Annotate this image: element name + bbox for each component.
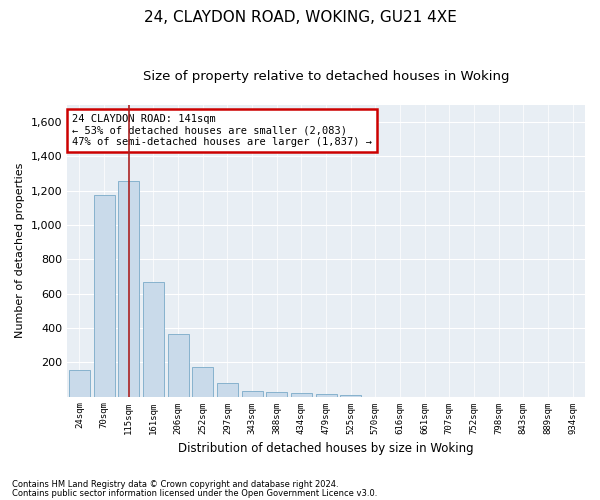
Bar xyxy=(242,392,263,396)
Bar xyxy=(291,393,312,396)
Text: Contains HM Land Registry data © Crown copyright and database right 2024.: Contains HM Land Registry data © Crown c… xyxy=(12,480,338,489)
Bar xyxy=(94,195,115,396)
Bar xyxy=(69,370,90,396)
Bar xyxy=(340,395,361,396)
Bar xyxy=(143,282,164,397)
Bar xyxy=(192,368,213,396)
Bar xyxy=(266,392,287,396)
Text: Contains public sector information licensed under the Open Government Licence v3: Contains public sector information licen… xyxy=(12,488,377,498)
Text: 24 CLAYDON ROAD: 141sqm
← 53% of detached houses are smaller (2,083)
47% of semi: 24 CLAYDON ROAD: 141sqm ← 53% of detache… xyxy=(72,114,372,147)
Y-axis label: Number of detached properties: Number of detached properties xyxy=(15,163,25,338)
Bar xyxy=(217,383,238,396)
Bar xyxy=(118,182,139,396)
Title: Size of property relative to detached houses in Woking: Size of property relative to detached ho… xyxy=(143,70,509,83)
Text: 24, CLAYDON ROAD, WOKING, GU21 4XE: 24, CLAYDON ROAD, WOKING, GU21 4XE xyxy=(143,10,457,25)
Bar xyxy=(167,334,188,396)
X-axis label: Distribution of detached houses by size in Woking: Distribution of detached houses by size … xyxy=(178,442,474,455)
Bar xyxy=(316,394,337,396)
